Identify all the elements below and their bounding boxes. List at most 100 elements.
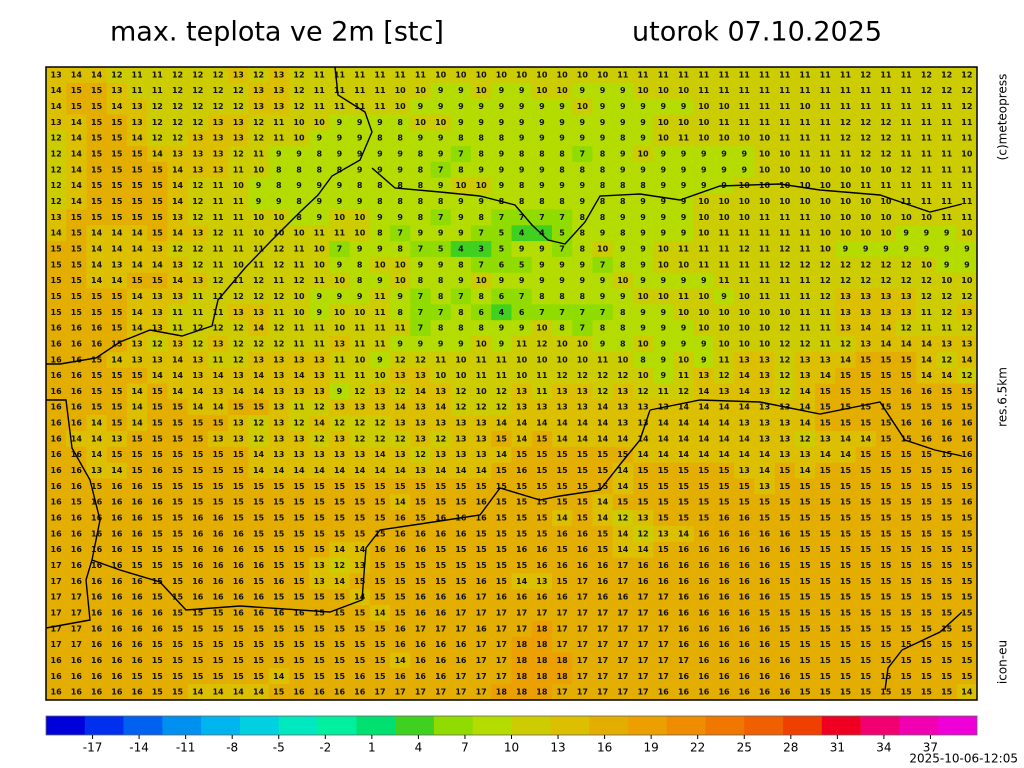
temp-value: 14	[132, 308, 144, 317]
temp-value: 10	[334, 308, 346, 317]
temp-value: 13	[698, 371, 709, 380]
temp-value: 14	[617, 545, 629, 554]
temp-value: 13	[253, 355, 264, 364]
temp-value: 16	[132, 640, 144, 649]
temp-value: 15	[901, 450, 913, 459]
temp-value: 15	[91, 371, 103, 380]
temp-cell	[794, 114, 816, 131]
temp-value: 7	[559, 308, 565, 317]
temp-cell	[288, 98, 310, 115]
temp-value: 15	[192, 672, 204, 681]
temp-value: 12	[637, 387, 648, 396]
temp-value: 15	[132, 466, 144, 475]
temp-cell	[673, 161, 695, 179]
temp-value: 11	[233, 197, 245, 206]
temp-value: 14	[71, 118, 83, 127]
temp-value: 11	[354, 371, 366, 380]
temp-value: 15	[860, 466, 872, 475]
temp-cell	[167, 177, 189, 195]
temp-value: 15	[111, 450, 123, 459]
temp-value: 16	[637, 577, 649, 586]
temp-cell	[653, 161, 674, 179]
temp-value: 16	[273, 608, 285, 617]
colorbar-swatch	[472, 716, 512, 735]
temp-value: 12	[921, 292, 932, 301]
temp-value: 16	[698, 640, 710, 649]
temp-cell	[713, 67, 735, 84]
temp-value: 15	[233, 498, 245, 507]
temp-value: 11	[779, 276, 791, 285]
temp-value: 15	[820, 608, 832, 617]
temp-value: 9	[377, 244, 383, 253]
temp-value: 11	[799, 276, 811, 285]
temp-cell	[369, 130, 391, 147]
temp-value: 16	[698, 529, 710, 538]
temp-value: 13	[172, 213, 183, 222]
temp-value: 8	[418, 213, 424, 222]
temp-value: 10	[435, 70, 447, 79]
temp-value: 9	[600, 276, 606, 285]
temp-value: 11	[293, 244, 305, 253]
temp-value: 10	[739, 197, 751, 206]
temp-value: 16	[132, 656, 144, 665]
temp-value: 12	[415, 355, 426, 364]
temp-value: 10	[293, 292, 305, 301]
temp-cell	[46, 130, 67, 147]
temp-value: 11	[941, 197, 953, 206]
temp-value: 15	[820, 498, 832, 507]
temp-value: 17	[577, 640, 588, 649]
temp-value: 15	[293, 624, 305, 633]
temp-value: 15	[840, 482, 852, 491]
temp-value: 18	[536, 656, 548, 665]
temp-value: 10	[293, 134, 305, 143]
temp-value: 16	[192, 593, 204, 602]
temp-value: 15	[901, 498, 913, 507]
temp-value: 11	[233, 229, 245, 238]
temp-value: 12	[354, 434, 365, 443]
temp-value: 12	[617, 514, 628, 523]
temp-value: 8	[600, 181, 606, 190]
colorbar-tick-label: -2	[319, 741, 331, 755]
temp-value: 10	[860, 165, 872, 174]
temp-cell	[531, 67, 553, 84]
temp-value: 10	[617, 276, 629, 285]
colorbar-tick-label: 16	[597, 741, 612, 755]
temp-value: 15	[152, 593, 164, 602]
temp-value: 11	[799, 244, 811, 253]
temp-value: 16	[111, 577, 123, 586]
temp-value: 11	[374, 86, 386, 95]
temp-value: 8	[559, 292, 565, 301]
temp-value: 15	[293, 656, 305, 665]
temp-cell	[187, 114, 209, 131]
temp-value: 8	[438, 276, 444, 285]
temp-cell	[248, 146, 270, 163]
temp-value: 15	[152, 561, 164, 570]
temp-cell	[896, 114, 917, 131]
temp-cell	[855, 130, 877, 147]
temp-value: 16	[759, 529, 771, 538]
temp-value: 13	[617, 419, 628, 428]
temp-cell	[734, 193, 755, 210]
temp-value: 15	[941, 403, 953, 412]
temp-value: 16	[455, 593, 467, 602]
temp-value: 16	[91, 593, 103, 602]
temp-value: 11	[152, 70, 164, 79]
temp-cell	[66, 114, 87, 131]
temp-value: 11	[759, 70, 771, 79]
temp-value: 11	[901, 102, 913, 111]
temp-value: 10	[658, 292, 670, 301]
temp-cell	[612, 146, 634, 163]
temp-value: 10	[334, 324, 346, 333]
temp-value: 13	[152, 308, 163, 317]
temp-value: 11	[698, 70, 710, 79]
temp-value: 16	[759, 656, 771, 665]
temp-value: 16	[354, 688, 366, 697]
temp-cell	[713, 82, 735, 100]
temp-value: 9	[519, 244, 525, 253]
temp-value: 15	[496, 466, 508, 475]
temp-value: 16	[779, 545, 791, 554]
temp-value: 12	[334, 561, 345, 570]
temp-value: 16	[698, 688, 710, 697]
temp-cell	[126, 67, 148, 84]
temp-value: 15	[941, 482, 953, 491]
